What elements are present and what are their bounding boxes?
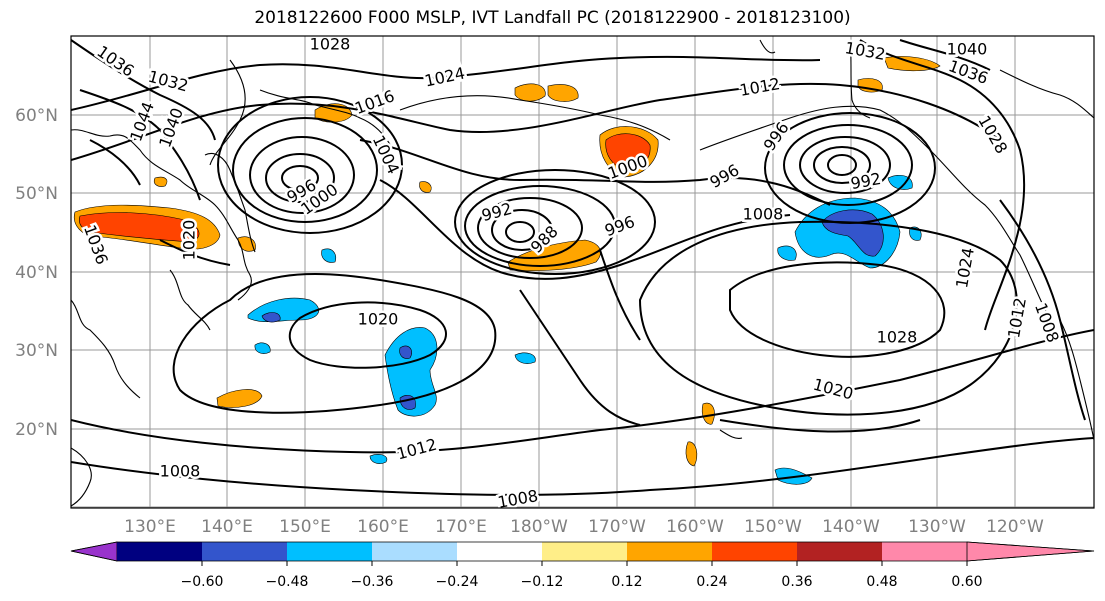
colorbar-tick-label: 0.12 bbox=[611, 574, 642, 590]
contour-label-text: 1008 bbox=[160, 462, 201, 481]
colorbar-tick-label: −0.24 bbox=[436, 574, 479, 590]
colorbar-swatch-11 bbox=[966, 541, 1095, 562]
lon-label-170w: 170°W bbox=[588, 517, 646, 537]
colorbar-swatch-1 bbox=[117, 542, 202, 561]
colorbar-ticks bbox=[201, 561, 968, 566]
lon-label-150e: 150°E bbox=[279, 517, 331, 537]
ivt-negative-shading bbox=[247, 175, 922, 485]
colorbar-swatch-5 bbox=[457, 542, 542, 561]
lon-label-120w: 120°W bbox=[986, 517, 1044, 537]
colorbar-tick-label: −0.48 bbox=[266, 574, 309, 590]
contour-label-halo: 1008 bbox=[743, 205, 784, 224]
lon-label-180w: 180°W bbox=[510, 517, 568, 537]
contour-label-halo: 1020 bbox=[358, 310, 399, 329]
colorbar-tick-label: 0.24 bbox=[696, 574, 727, 590]
colorbar-swatch-0 bbox=[70, 541, 118, 562]
lat-label-50n: 50°N bbox=[15, 184, 58, 204]
contour-label-text: 1020 bbox=[180, 220, 199, 261]
colorbar-outline bbox=[70, 541, 1095, 562]
colorbar: −0.60 −0.48 −0.36 −0.24 −0.12 0.12 0.24 … bbox=[70, 541, 1095, 590]
contour-label-halo: 1028 bbox=[310, 35, 351, 54]
plot-frame bbox=[70, 35, 1095, 509]
lon-label-140w: 140°W bbox=[822, 517, 880, 537]
colorbar-swatch-9 bbox=[797, 542, 882, 561]
colorbar-tick-label: −0.36 bbox=[351, 574, 394, 590]
colorbar-tick-label: 0.48 bbox=[866, 574, 897, 590]
lat-label-30n: 30°N bbox=[15, 341, 58, 361]
contour-label-text: 1028 bbox=[310, 35, 351, 54]
contour-label-text: 1040 bbox=[947, 40, 988, 59]
lat-label-20n: 20°N bbox=[15, 420, 58, 440]
contour-label-halo: 1020 bbox=[180, 220, 199, 261]
lon-label-160e: 160°E bbox=[357, 517, 409, 537]
contour-label-text: 1020 bbox=[358, 310, 399, 329]
lon-label-130w: 130°W bbox=[908, 517, 966, 537]
colorbar-tick-label: −0.12 bbox=[521, 574, 564, 590]
lat-label-60n: 60°N bbox=[15, 106, 58, 126]
contour-label-text: 1028 bbox=[877, 328, 918, 347]
contour-label-halo: 1008 bbox=[160, 462, 201, 481]
colorbar-swatch-3 bbox=[287, 542, 372, 561]
colorbar-swatch-7 bbox=[627, 542, 712, 561]
lon-label-140e: 140°E bbox=[201, 517, 253, 537]
colorbar-swatch-6 bbox=[542, 542, 627, 561]
colorbar-tick-label: 0.36 bbox=[781, 574, 812, 590]
contour-label-text: 1008 bbox=[743, 205, 784, 224]
colorbar-swatch-2 bbox=[202, 542, 287, 561]
colorbar-swatch-10 bbox=[882, 542, 967, 561]
lon-label-130e: 130°E bbox=[124, 517, 176, 537]
colorbar-swatch-8 bbox=[712, 542, 797, 561]
colorbar-tick-label: 0.60 bbox=[951, 574, 982, 590]
lon-label-150w: 150°W bbox=[744, 517, 802, 537]
contour-label-halo: 1028 bbox=[877, 328, 918, 347]
lon-label-170e: 170°E bbox=[435, 517, 487, 537]
longitude-labels: 130°E 140°E 150°E 160°E 170°E 180°W 170°… bbox=[124, 517, 1044, 537]
lon-label-160w: 160°W bbox=[666, 517, 724, 537]
mslp-contours bbox=[71, 39, 1094, 496]
map-title: 2018122600 F000 MSLP, IVT Landfall PC (2… bbox=[254, 8, 851, 28]
contour-label-text: 1008 bbox=[496, 486, 539, 512]
colorbar-tick-label: −0.60 bbox=[181, 574, 224, 590]
ivt-positive-shading bbox=[73, 56, 941, 467]
latitude-labels: 60°N 50°N 40°N 30°N 20°N bbox=[15, 106, 58, 440]
colorbar-swatch-4 bbox=[372, 542, 457, 561]
lat-label-40n: 40°N bbox=[15, 263, 58, 283]
contour-label-halo: 1040 bbox=[947, 40, 988, 59]
